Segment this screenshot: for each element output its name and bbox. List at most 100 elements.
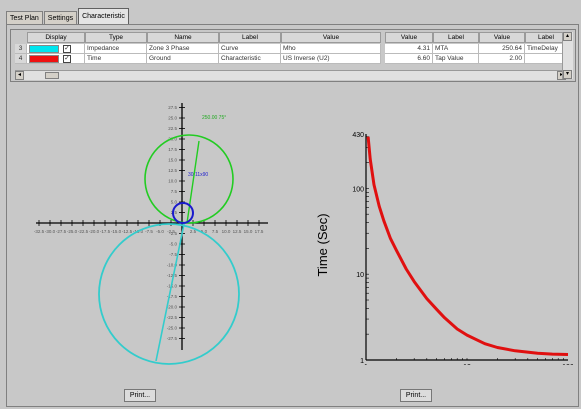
y-tick-label: 10: [356, 272, 364, 279]
y-tick-label: 430: [352, 132, 364, 139]
polar-y-tick-label: -22.5: [167, 315, 178, 320]
name-cell[interactable]: Ground: [147, 54, 219, 64]
vertical-scrollbar[interactable]: ▴ ▾: [562, 32, 573, 79]
blue-circle-label: 30 11x90: [188, 172, 208, 178]
scroll-thumb[interactable]: [45, 72, 59, 79]
row-number: 4: [15, 54, 27, 64]
polar-y-tick-label: 15.0: [168, 158, 177, 163]
value-cell[interactable]: US Inverse (U2): [281, 54, 381, 64]
col-header-display[interactable]: Display: [27, 32, 85, 43]
polar-x-tick-label: -17.5: [100, 229, 111, 234]
value-2-cell[interactable]: 6.60: [385, 54, 433, 64]
polar-y-tick-label: -25.0: [167, 326, 178, 331]
polar-y-tick-label: 7.5: [171, 189, 178, 194]
polar-y-tick-label: -7.5: [169, 252, 177, 257]
display-checkbox[interactable]: ✓: [63, 45, 71, 53]
polar-y-tick-label: -12.5: [167, 273, 178, 278]
polar-y-tick-label: -10.0: [167, 263, 178, 268]
green-circle-label: 250.00 75°: [202, 115, 226, 121]
polar-y-tick-label: -5.0: [169, 242, 177, 247]
value-3-cell[interactable]: 2.00: [479, 54, 525, 64]
label-3-cell[interactable]: TimeDelay: [525, 44, 566, 54]
label-3-cell[interactable]: [525, 54, 566, 64]
tab-characteristic[interactable]: Characteristic: [78, 8, 129, 25]
tab-settings[interactable]: Settings: [43, 11, 78, 25]
name-cell[interactable]: Zone 3 Phase: [147, 44, 219, 54]
polar-x-tick-label: -32.5: [34, 229, 45, 234]
scroll-down-icon[interactable]: ▾: [563, 70, 572, 79]
characteristic-panel: Display Type Name Label Value Value Labe…: [6, 24, 579, 407]
polar-y-tick-label: 2.5: [171, 210, 178, 215]
value-cell[interactable]: Mho: [281, 44, 381, 54]
scroll-up-icon[interactable]: ▴: [563, 32, 572, 41]
x-tick-label: 10: [463, 364, 471, 365]
polar-x-tick-label: 17.5: [255, 229, 264, 234]
polar-x-tick-label: 7.5: [212, 229, 219, 234]
display-checkbox[interactable]: ✓: [63, 55, 71, 63]
green-mta-line: [186, 140, 200, 224]
polar-y-tick-label: 25.0: [168, 116, 177, 121]
color-swatch[interactable]: [29, 55, 59, 63]
table-row[interactable]: 4 ✓ Time Ground Characteristic US Invers…: [15, 54, 566, 64]
polar-x-tick-label: 5.0: [201, 229, 208, 234]
time-curve-series-line: [366, 136, 569, 356]
display-cell[interactable]: ✓: [27, 44, 85, 54]
print-left-button[interactable]: Print...: [124, 389, 156, 402]
polar-y-tick-label: 12.5: [168, 168, 177, 173]
display-cell[interactable]: ✓: [27, 54, 85, 64]
time-curve-chart[interactable]: Time (Sec) 1 10 100 1 10 100 430: [303, 95, 573, 365]
color-swatch[interactable]: [29, 45, 59, 53]
polar-y-tick-label: -17.5: [167, 294, 178, 299]
y-tick-label: 100: [352, 186, 364, 193]
type-cell[interactable]: Impedance: [85, 44, 147, 54]
polar-y-tick-label: -20.0: [167, 305, 178, 310]
cyan-mho-circle: [98, 223, 240, 365]
polar-x-tick-label: -5.0: [156, 229, 164, 234]
green-mho-circle: [144, 134, 234, 224]
col-header-value[interactable]: Value: [281, 32, 381, 43]
polar-y-tick-label: 22.5: [168, 126, 177, 131]
type-cell[interactable]: Time: [85, 54, 147, 64]
row-number: 3: [15, 44, 27, 54]
scroll-left-icon[interactable]: ◂: [15, 71, 24, 80]
col-header-value-3[interactable]: Value: [479, 32, 525, 43]
polar-y-tick-label: 10.0: [168, 179, 177, 184]
value-3-cell[interactable]: 250.64: [479, 44, 525, 54]
polar-y-tick-label: -2.5: [169, 231, 177, 236]
polar-x-tick-label: -12.5: [122, 229, 133, 234]
col-header-label[interactable]: Label: [219, 32, 281, 43]
label-cell[interactable]: Characteristic: [219, 54, 281, 64]
polar-x-tick-label: -2.5: [167, 229, 175, 234]
col-header-name[interactable]: Name: [147, 32, 219, 43]
x-tick-label: 1: [364, 364, 368, 365]
time-curve-axes: [365, 134, 568, 361]
x-tick-label: 100: [562, 364, 573, 365]
col-header-value-2[interactable]: Value: [385, 32, 433, 43]
polar-x-tick-label: 2.5: [190, 229, 197, 234]
horizontal-scrollbar[interactable]: ◂ ▸: [15, 70, 566, 80]
polar-x-tick-label: -30.0: [45, 229, 56, 234]
cyan-mta-line: [155, 223, 185, 362]
y-tick-label: 1: [360, 358, 364, 365]
label-2-cell[interactable]: MTA: [433, 44, 479, 54]
col-header-label-2[interactable]: Label: [433, 32, 479, 43]
col-header-type[interactable]: Type: [85, 32, 147, 43]
tab-test-plan[interactable]: Test Plan: [6, 11, 43, 25]
time-curve-ticks: 1 10 100 1 10 100 430: [352, 132, 573, 365]
col-header-label-3[interactable]: Label: [525, 32, 567, 43]
table-row[interactable]: 3 ✓ Impedance Zone 3 Phase Curve Mho 4.3…: [15, 44, 566, 54]
characteristic-grid: Display Type Name Label Value Value Labe…: [10, 29, 576, 82]
polar-y-tick-label: 20.0: [168, 137, 177, 142]
label-cell[interactable]: Curve: [219, 44, 281, 54]
value-2-cell[interactable]: 4.31: [385, 44, 433, 54]
impedance-polar-chart[interactable]: -32.5 -30.0 -27.5 -25.0 -22.5 -20.0 -17.5 -15.0…: [28, 95, 278, 365]
polar-x-tick-label: -27.5: [56, 229, 67, 234]
polar-y-tick-label: 27.5: [168, 105, 177, 110]
polar-x-tick-label: -15.0: [111, 229, 122, 234]
polar-y-tick-label: 5.0: [171, 200, 178, 205]
y-axis-label: Time (Sec): [315, 213, 330, 276]
print-right-button[interactable]: Print...: [400, 389, 432, 402]
tab-strip: Test Plan Settings Characteristic: [6, 8, 130, 25]
label-2-cell[interactable]: Tap Value: [433, 54, 479, 64]
